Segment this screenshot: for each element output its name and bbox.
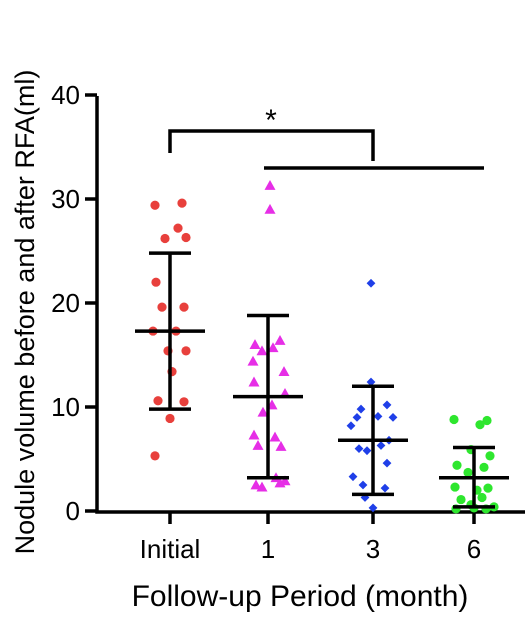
data-point (157, 302, 167, 312)
data-point (348, 472, 358, 482)
data-point (362, 446, 372, 456)
significance-bracket-upper (168, 129, 375, 161)
data-point (475, 420, 485, 430)
y-axis-label: Nodule volume before and after RFA(ml) (10, 70, 40, 555)
data-point (275, 441, 287, 451)
x-tick-label: 3 (366, 534, 380, 564)
data-point (360, 493, 370, 502)
significance-brackets: * (168, 104, 484, 170)
x-tick-label: 6 (467, 534, 481, 564)
data-point (153, 396, 163, 406)
data-groups (135, 179, 509, 514)
data-point (151, 277, 161, 287)
data-point (279, 475, 291, 486)
data-point (264, 203, 276, 214)
data-point (278, 366, 290, 377)
data-point (380, 483, 390, 493)
data-point (376, 441, 386, 450)
data-point (477, 492, 487, 503)
group-initial (135, 198, 205, 461)
data-point (181, 232, 191, 243)
data-point (382, 458, 392, 468)
data-point (249, 339, 261, 349)
data-point (483, 483, 493, 493)
data-point (179, 397, 189, 407)
data-point (482, 415, 492, 426)
data-point (452, 460, 462, 470)
data-point (247, 355, 259, 366)
data-point (179, 302, 189, 312)
data-point (264, 179, 276, 190)
data-point (382, 400, 392, 410)
data-point (252, 439, 264, 450)
group-1 (233, 179, 303, 492)
data-point (165, 413, 175, 424)
data-point (449, 414, 459, 425)
data-point (160, 233, 170, 244)
data-point (150, 451, 160, 461)
y-tick-label: 30 (51, 184, 80, 214)
data-point (181, 346, 191, 356)
data-point (450, 482, 460, 492)
data-point (388, 413, 398, 422)
data-point (352, 413, 362, 422)
data-point (173, 223, 183, 233)
data-point (256, 345, 268, 356)
y-tick-label: 0 (66, 496, 80, 526)
data-point (366, 377, 376, 387)
data-point (366, 278, 376, 288)
x-tick-label: Initial (140, 534, 201, 564)
x-axis-label: Follow-up Period (month) (132, 580, 469, 613)
y-tick-label: 10 (51, 392, 80, 422)
data-point (368, 503, 378, 513)
x-tick-label: 1 (261, 534, 275, 564)
data-point (267, 342, 279, 353)
group-6 (439, 414, 509, 514)
data-point (463, 467, 473, 478)
x-ticks: Initial 1 3 6 (140, 512, 481, 564)
group-3 (338, 278, 408, 513)
data-point (479, 462, 489, 472)
significance-label: * (265, 104, 277, 137)
data-point (150, 200, 160, 210)
data-point (248, 429, 260, 440)
y-tick-label: 20 (51, 288, 80, 318)
data-point (257, 406, 269, 417)
data-point (356, 404, 366, 414)
data-point (358, 480, 368, 490)
data-point (250, 479, 262, 490)
data-point (346, 421, 356, 431)
data-point (354, 444, 364, 453)
data-point (274, 334, 286, 345)
data-point (485, 451, 495, 461)
data-point (248, 376, 260, 387)
data-point (269, 431, 281, 442)
data-point (456, 494, 466, 505)
y-tick-label: 40 (51, 80, 80, 110)
data-point (373, 411, 383, 421)
y-ticks: 0 10 20 30 40 (51, 80, 97, 526)
data-point (177, 198, 187, 208)
